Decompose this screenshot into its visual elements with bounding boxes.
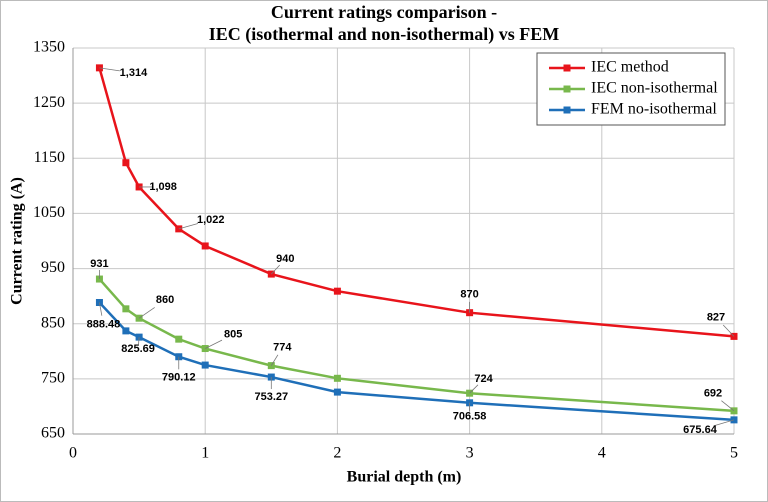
leader-line: [721, 400, 735, 412]
y-axis-title: Current rating (A): [9, 177, 26, 305]
leader-line: [713, 419, 735, 427]
x-tick-label: 0: [69, 445, 77, 462]
y-tick-label: 950: [41, 259, 65, 276]
legend-label: FEM no-isothermal: [591, 101, 717, 118]
leader-line: [271, 264, 280, 275]
y-tick-label: 1250: [33, 94, 65, 111]
data-label: 931: [90, 258, 108, 270]
data-label: 706.58: [453, 411, 487, 423]
leader-line: [99, 302, 103, 316]
marker: [122, 327, 130, 335]
marker: [122, 159, 130, 167]
leader-line: [469, 384, 479, 394]
data-label: 870: [460, 289, 478, 301]
legend-marker: [563, 85, 571, 93]
data-label: 724: [474, 373, 493, 385]
leader-line: [138, 307, 155, 319]
y-tick-label: 650: [41, 425, 65, 442]
legend-marker: [563, 64, 571, 72]
legend-marker: [563, 106, 571, 114]
y-tick-label: 850: [41, 314, 65, 331]
chart-title: IEC (isothermal and non-isothermal) vs F…: [209, 24, 560, 45]
data-label: 860: [156, 294, 174, 306]
x-tick-label: 4: [598, 445, 606, 462]
legend-label: IEC method: [591, 59, 669, 76]
data-label: 692: [704, 388, 722, 400]
data-label: 940: [276, 253, 294, 265]
leader-line: [138, 337, 140, 345]
y-tick-label: 1050: [33, 204, 65, 221]
legend-label: IEC non-isothermal: [591, 80, 718, 97]
data-label: 827: [707, 311, 725, 323]
marker: [201, 242, 209, 250]
data-label: 1,314: [120, 67, 148, 79]
data-label: 790.12: [162, 372, 196, 384]
data-label: 774: [273, 342, 292, 354]
data-label: 1,022: [197, 214, 225, 226]
y-tick-label: 750: [41, 370, 65, 387]
marker: [333, 287, 341, 295]
data-label: 753.27: [254, 391, 288, 403]
leader-line: [99, 67, 120, 72]
marker: [122, 305, 130, 313]
data-label: 805: [224, 328, 242, 340]
y-tick-label: 1150: [34, 149, 65, 166]
x-tick-label: 1: [201, 445, 209, 462]
leader-line: [722, 324, 735, 337]
marker: [175, 335, 183, 343]
data-label: 825.69: [121, 343, 155, 355]
data-label: 675.64: [683, 424, 718, 436]
leader-line: [270, 354, 279, 366]
x-axis-title: Burial depth (m): [347, 469, 462, 486]
y-tick-label: 1350: [33, 39, 65, 56]
x-tick-label: 5: [730, 445, 738, 462]
leader-line: [205, 339, 223, 349]
data-label: 1,098: [149, 181, 177, 193]
data-label: 888.48: [87, 318, 121, 330]
x-tick-label: 2: [333, 445, 341, 462]
leader-line: [178, 223, 199, 230]
chart-title: Current ratings comparison -: [271, 2, 497, 22]
x-tick-label: 3: [466, 445, 474, 462]
marker: [333, 388, 341, 396]
marker: [333, 374, 341, 382]
marker: [201, 361, 209, 369]
